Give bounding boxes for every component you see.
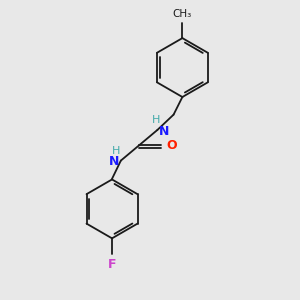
Text: N: N — [159, 125, 169, 138]
Text: O: O — [166, 139, 177, 152]
Text: F: F — [108, 258, 116, 271]
Text: N: N — [109, 155, 119, 168]
Text: H: H — [152, 115, 160, 125]
Text: CH₃: CH₃ — [173, 9, 192, 19]
Text: H: H — [112, 146, 120, 156]
